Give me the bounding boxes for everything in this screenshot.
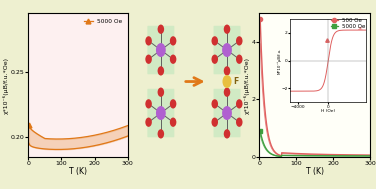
Circle shape [224,88,230,97]
Circle shape [146,99,152,108]
X-axis label: T (K): T (K) [69,167,87,176]
FancyBboxPatch shape [147,89,174,137]
Circle shape [224,129,230,139]
Circle shape [224,25,230,34]
Text: F: F [233,77,239,86]
Circle shape [170,55,176,64]
Circle shape [158,88,164,97]
Circle shape [146,55,152,64]
Circle shape [211,36,218,46]
Circle shape [211,99,218,108]
Circle shape [223,75,232,88]
Circle shape [236,99,243,108]
Circle shape [156,106,166,120]
FancyBboxPatch shape [214,26,241,74]
Circle shape [222,106,232,120]
Circle shape [158,25,164,34]
Circle shape [158,66,164,76]
Circle shape [211,118,218,127]
Circle shape [170,36,176,46]
Circle shape [236,55,243,64]
Circle shape [158,129,164,139]
Circle shape [146,36,152,46]
Legend: 5000 Oe: 5000 Oe [82,16,125,26]
Circle shape [236,118,243,127]
Y-axis label: χ*10⁻⁶(μB/f.u.*Oe): χ*10⁻⁶(μB/f.u.*Oe) [3,57,9,114]
Circle shape [156,43,166,57]
X-axis label: T (K): T (K) [306,167,324,176]
Circle shape [222,43,232,57]
FancyBboxPatch shape [214,89,241,137]
Legend: 500 Oe, 5000 Oe: 500 Oe, 5000 Oe [329,16,368,32]
Circle shape [224,66,230,76]
FancyBboxPatch shape [147,26,174,74]
Circle shape [170,118,176,127]
Y-axis label: χ*10⁻⁶(μB/f.u.*Oe): χ*10⁻⁶(μB/f.u.*Oe) [244,57,250,114]
Circle shape [236,36,243,46]
Circle shape [211,55,218,64]
Circle shape [146,118,152,127]
Circle shape [170,99,176,108]
